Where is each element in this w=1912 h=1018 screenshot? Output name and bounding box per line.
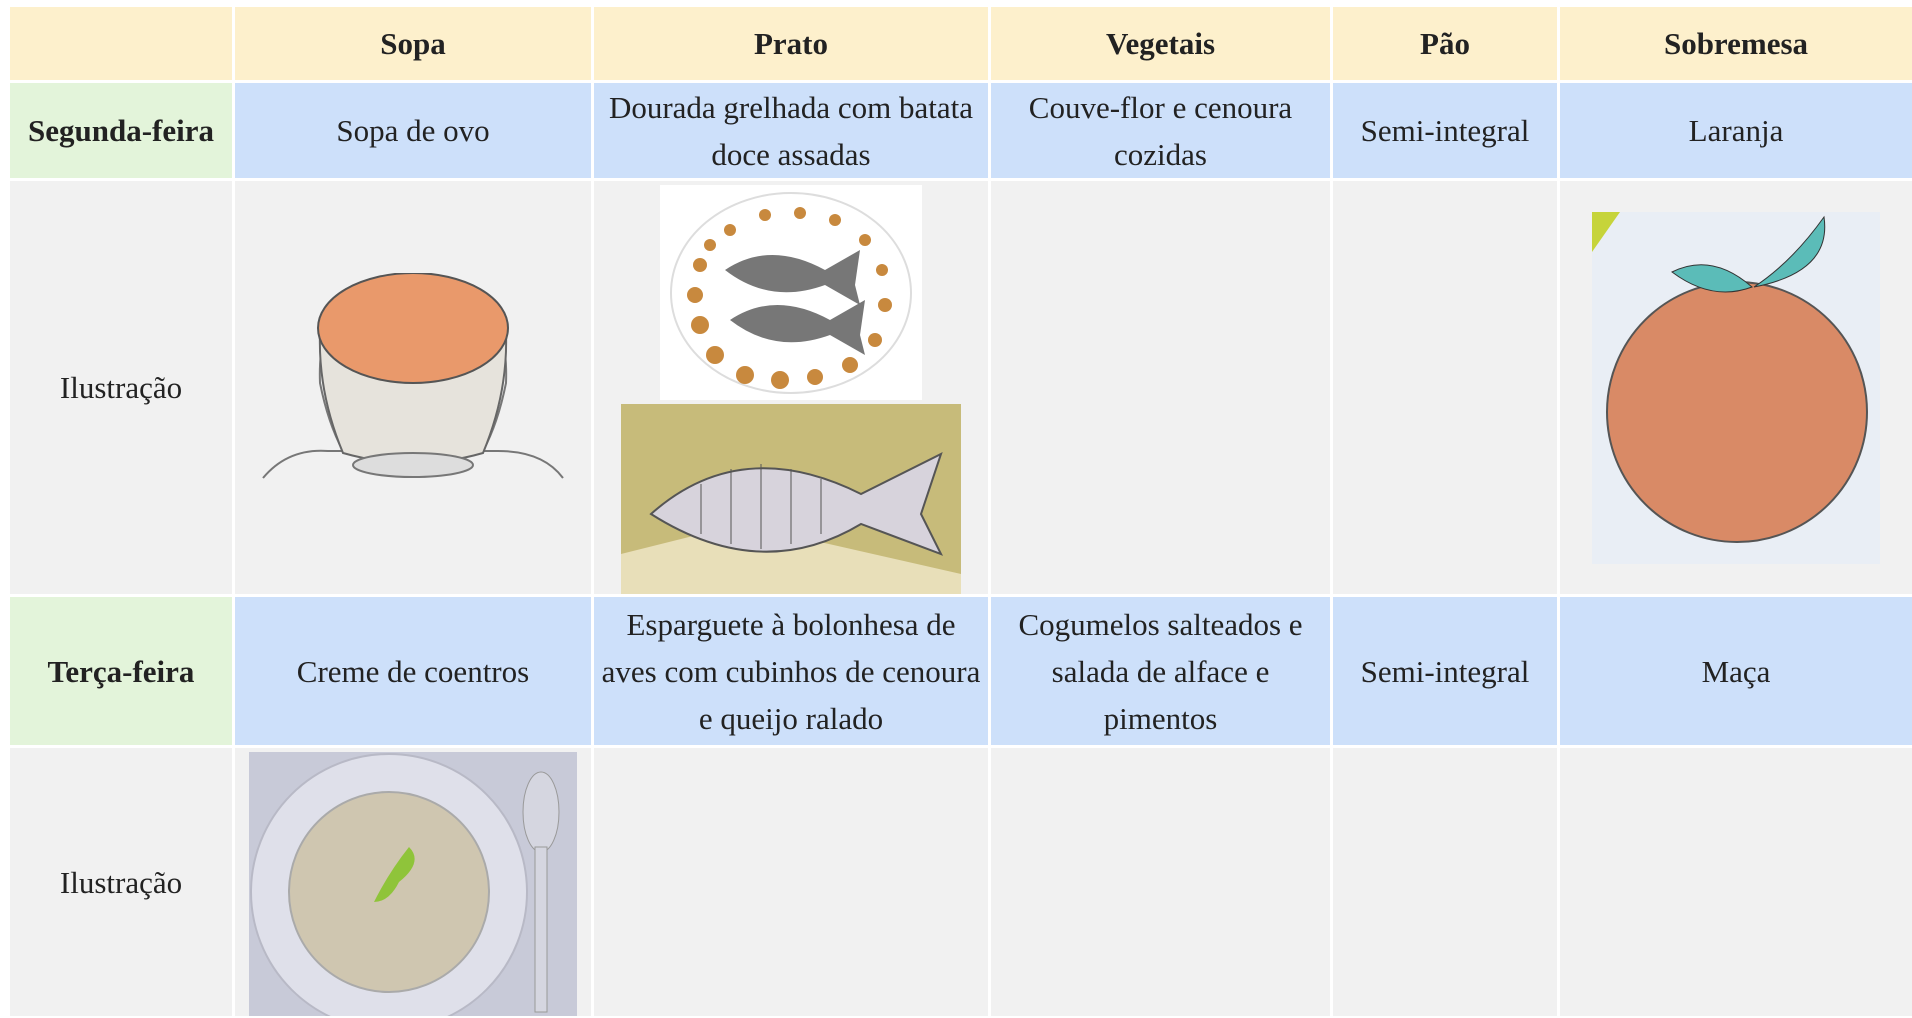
menu-cell: Semi-integral xyxy=(1333,83,1557,178)
illustration-cell xyxy=(991,181,1330,594)
illustration-cell xyxy=(1333,181,1557,594)
fish-plate-drawing xyxy=(660,185,922,400)
soup-photo xyxy=(249,752,577,1016)
menu-cell: Dourada grelhada com batata doce assadas xyxy=(594,83,988,178)
illustration-cell xyxy=(235,181,591,594)
menu-cell: Couve-flor e cenoura cozidas xyxy=(991,83,1330,178)
menu-cell: Maça xyxy=(1560,597,1912,745)
header-cell: Sopa xyxy=(235,7,591,80)
fish-photo xyxy=(621,404,961,594)
menu-cell: Esparguete à bolonhesa de aves com cubin… xyxy=(594,597,988,745)
menu-cell: Semi-integral xyxy=(1333,597,1557,745)
menu-cell: Creme de coentros xyxy=(235,597,591,745)
corner-cell xyxy=(10,7,232,80)
illustration-cell xyxy=(594,748,988,1016)
illustration-cell xyxy=(1560,748,1912,1016)
egg-drawing xyxy=(262,272,564,479)
menu-cell: Laranja xyxy=(1560,83,1912,178)
header-cell: Sobremesa xyxy=(1560,7,1912,80)
day-cell: Segunda-feira xyxy=(10,83,232,178)
day-cell: Terça-feira xyxy=(10,597,232,745)
illustration-label: Ilustração xyxy=(10,748,232,1016)
illustration-cell xyxy=(594,181,988,594)
illustration-cell xyxy=(1333,748,1557,1016)
illustration-cell xyxy=(1560,181,1912,594)
illustration-label: Ilustração xyxy=(10,181,232,594)
orange-drawing xyxy=(1592,211,1880,564)
menu-cell: Sopa de ovo xyxy=(235,83,591,178)
illustration-cell xyxy=(235,748,591,1016)
menu-cell: Cogumelos salteados e salada de alface e… xyxy=(991,597,1330,745)
header-cell: Prato xyxy=(594,7,988,80)
illustration-cell xyxy=(991,748,1330,1016)
header-cell: Vegetais xyxy=(991,7,1330,80)
header-cell: Pão xyxy=(1333,7,1557,80)
